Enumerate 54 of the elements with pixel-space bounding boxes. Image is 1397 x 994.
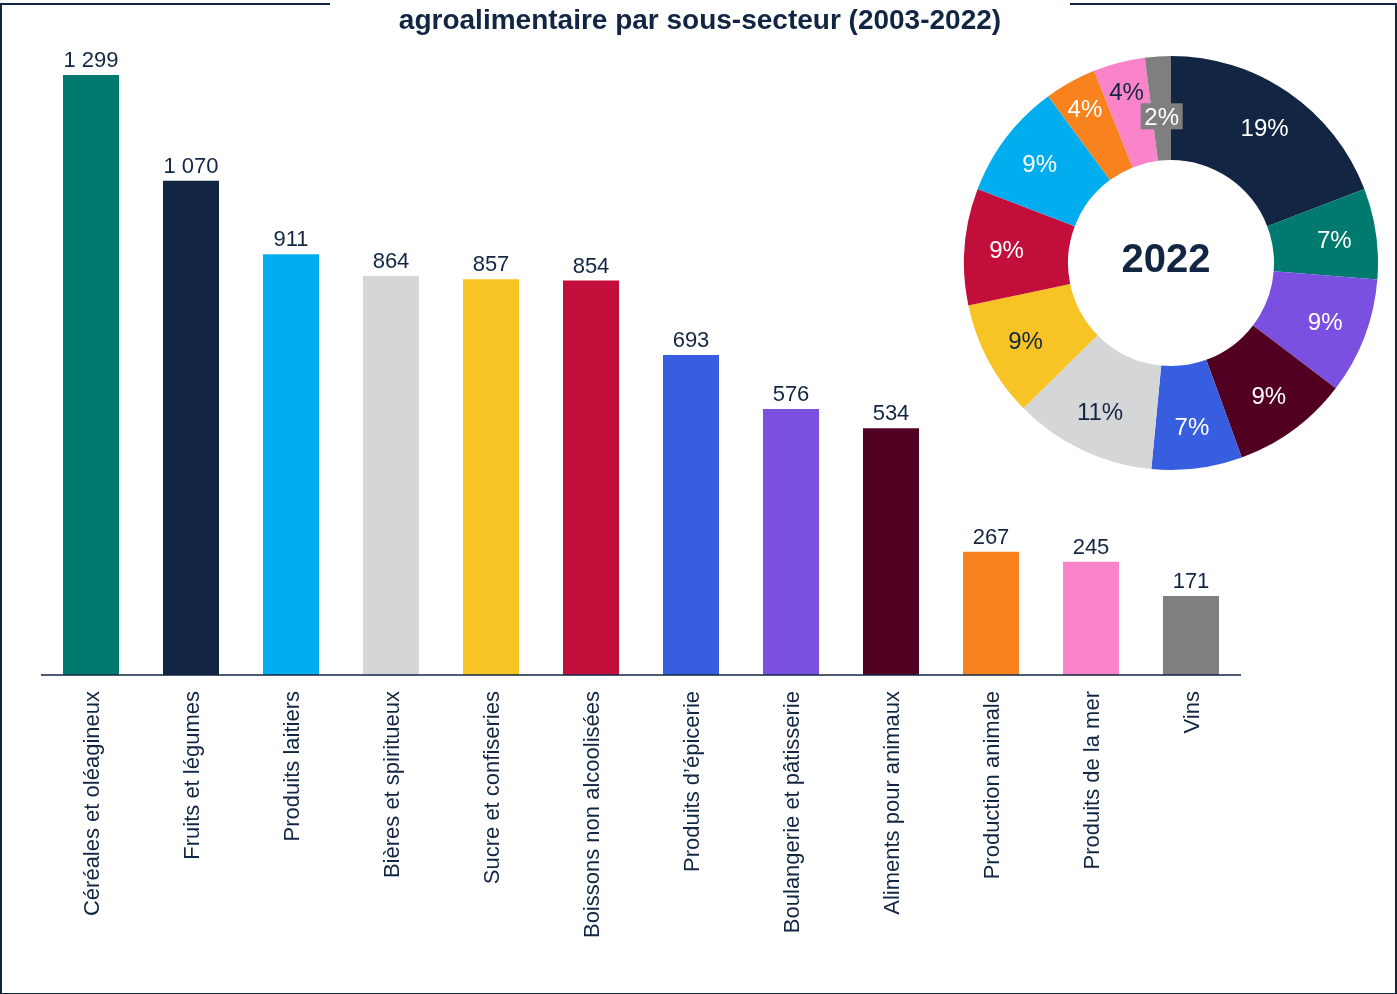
donut-slice	[1252, 271, 1378, 389]
bar	[63, 75, 119, 675]
data-label: 2%	[1144, 102, 1180, 130]
data-label: 9%	[1022, 149, 1058, 177]
x-tick-label: Boulangerie et pâtisserie	[778, 691, 804, 934]
donut-slice	[1267, 189, 1378, 280]
data-label: 9%	[1008, 327, 1043, 355]
bar	[863, 428, 919, 675]
donut-slice	[1151, 359, 1242, 470]
x-tick-label: Boissons non alcoolisées	[578, 691, 604, 939]
x-tick-label: Production animale	[978, 691, 1004, 880]
data-label: 1 299	[63, 47, 119, 72]
bar	[763, 408, 819, 675]
x-tick-label: Produits de la mer	[1078, 691, 1104, 870]
data-label: 857	[472, 251, 510, 277]
bar	[463, 279, 519, 675]
x-tick-label: Fruits et légumes	[178, 691, 204, 860]
x-tick-label: Céréales et oléagineux	[78, 691, 104, 917]
donut-slice	[977, 96, 1110, 227]
bar	[663, 354, 719, 675]
data-label: 7%	[1316, 226, 1352, 254]
bar	[1163, 596, 1219, 675]
data-label: 854	[572, 252, 610, 278]
data-label: 1 070	[163, 152, 219, 178]
data-label: 171	[1172, 568, 1210, 594]
bar	[963, 551, 1019, 675]
bar	[1063, 561, 1119, 675]
x-tick-label: Bières et spiritueux	[378, 691, 404, 879]
bar	[563, 280, 619, 675]
data-label: 9%	[1251, 382, 1287, 410]
x-tick-label: Vins	[1178, 691, 1204, 734]
chart-title: agroalimentaire par sous-secteur (2003-2022)	[330, 0, 1070, 40]
data-label: 19%	[1240, 113, 1289, 141]
bar	[363, 275, 419, 675]
x-tick-label: Sucre et confiseries	[478, 691, 504, 885]
bar	[263, 254, 319, 675]
data-label: 693	[672, 326, 710, 352]
x-tick-label: Produits d’épicerie	[678, 691, 704, 872]
annotation: 2022	[1121, 236, 1211, 280]
x-tick-label: Produits laitiers	[278, 691, 304, 842]
data-label: 11%	[1076, 398, 1124, 426]
data-label: 245	[1072, 533, 1110, 559]
x-tick-label: Aliments pour animaux	[878, 691, 904, 915]
data-label: 9%	[989, 236, 1024, 264]
data-label: 4%	[1067, 94, 1103, 122]
donut-slice	[964, 189, 1075, 306]
data-label: 7%	[1174, 413, 1210, 441]
data-label: 911	[273, 226, 309, 252]
data-label: 4%	[1109, 78, 1144, 106]
data-label: 864	[372, 247, 410, 273]
data-label: 9%	[1307, 308, 1343, 336]
data-label: 267	[972, 523, 1010, 549]
data-label: 534	[872, 400, 910, 426]
data-label: 576	[772, 380, 810, 406]
